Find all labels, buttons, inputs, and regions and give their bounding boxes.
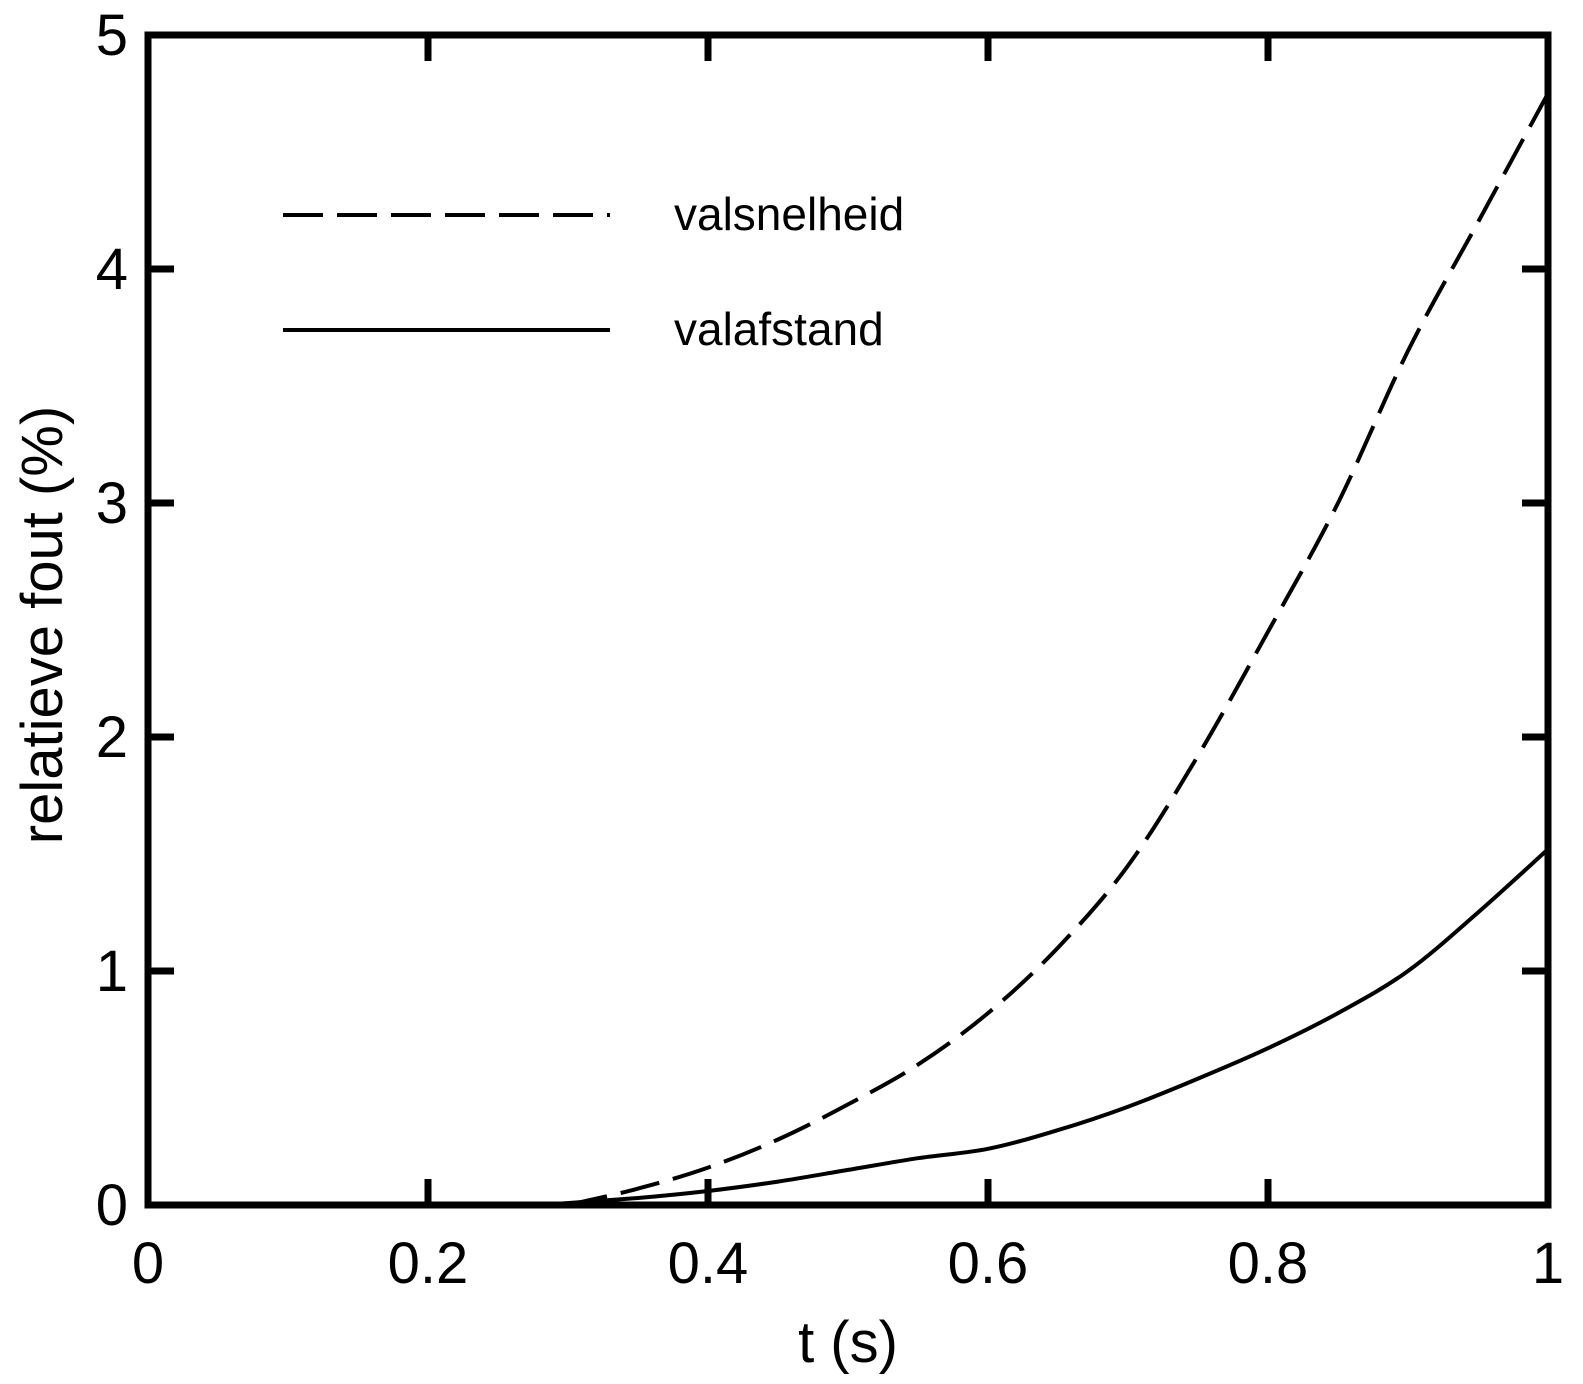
y-tick-label: 2 xyxy=(96,705,128,770)
legend: valsnelheid valafstand xyxy=(283,188,904,355)
x-tick-label: 1 xyxy=(1532,1231,1564,1296)
series-line-valafstand xyxy=(539,847,1550,1207)
x-tick-label: 0.8 xyxy=(1228,1231,1309,1296)
legend-label-valafstand: valafstand xyxy=(674,303,884,355)
ticks-layer xyxy=(148,35,1548,1205)
x-tick-label: 0.2 xyxy=(388,1231,469,1296)
y-tick-label: 3 xyxy=(96,471,128,536)
series-line-valsnelheid xyxy=(567,92,1550,1207)
x-axis-title: t (s) xyxy=(798,1310,898,1375)
x-tick-label: 0 xyxy=(132,1231,164,1296)
plot-frame xyxy=(144,31,1552,1209)
y-tick-label: 4 xyxy=(96,237,128,302)
tick-labels-layer: 0 0.2 0.4 0.6 0.8 1 0 1 2 3 4 5 xyxy=(96,3,1564,1296)
series-layer xyxy=(539,92,1550,1207)
y-tick-label: 5 xyxy=(96,3,128,68)
y-axis-title: relatieve fout (%) xyxy=(10,406,75,844)
legend-label-valsnelheid: valsnelheid xyxy=(674,188,904,240)
y-tick-label: 1 xyxy=(96,939,128,1004)
y-tick-label: 0 xyxy=(96,1173,128,1238)
x-tick-label: 0.4 xyxy=(668,1231,749,1296)
x-tick-label: 0.6 xyxy=(948,1231,1029,1296)
